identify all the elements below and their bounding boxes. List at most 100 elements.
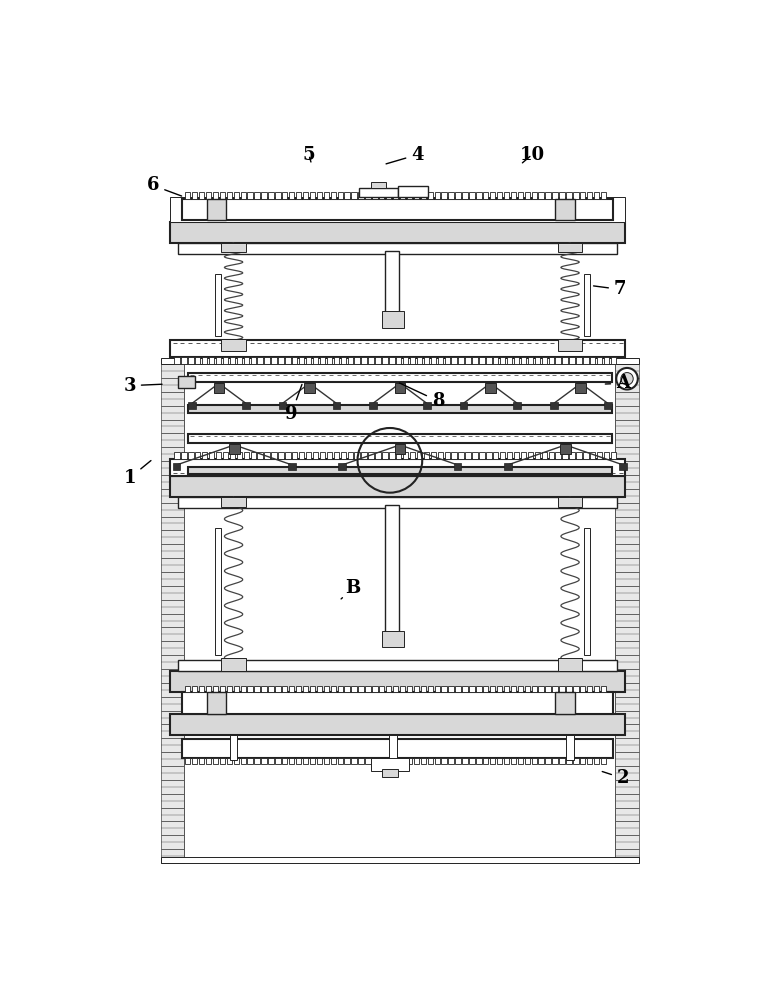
Bar bbox=[559, 686, 565, 692]
Bar bbox=[616, 447, 639, 461]
Text: 5: 5 bbox=[302, 146, 315, 164]
Bar bbox=[161, 627, 185, 641]
Bar bbox=[372, 758, 378, 764]
Bar bbox=[616, 655, 639, 669]
Bar bbox=[539, 686, 544, 692]
Bar bbox=[347, 452, 353, 459]
Bar bbox=[616, 530, 639, 544]
Bar bbox=[303, 686, 308, 692]
Bar bbox=[269, 758, 274, 764]
Bar bbox=[261, 192, 267, 199]
Bar bbox=[398, 186, 428, 197]
Bar bbox=[611, 357, 617, 364]
Bar bbox=[161, 738, 185, 752]
Bar bbox=[233, 192, 239, 199]
Bar bbox=[317, 758, 322, 764]
Bar bbox=[161, 849, 185, 863]
Bar bbox=[403, 357, 408, 364]
Bar bbox=[161, 586, 185, 600]
Bar bbox=[352, 758, 357, 764]
Bar bbox=[423, 402, 430, 409]
Bar bbox=[233, 686, 239, 692]
Bar bbox=[616, 641, 639, 655]
Bar bbox=[178, 497, 617, 508]
Bar bbox=[161, 364, 185, 378]
Bar bbox=[206, 686, 211, 692]
Bar bbox=[438, 452, 443, 459]
Bar bbox=[227, 686, 232, 692]
Bar bbox=[243, 452, 249, 459]
Bar bbox=[250, 452, 256, 459]
Bar bbox=[616, 794, 639, 808]
Bar bbox=[182, 452, 187, 459]
Bar bbox=[247, 758, 253, 764]
Bar bbox=[185, 686, 191, 692]
Bar bbox=[337, 758, 343, 764]
Bar bbox=[490, 192, 495, 199]
Bar bbox=[500, 357, 505, 364]
Bar bbox=[285, 452, 291, 459]
Bar bbox=[278, 452, 284, 459]
Bar bbox=[584, 274, 590, 336]
Bar bbox=[476, 192, 481, 199]
Bar bbox=[230, 735, 237, 760]
Bar bbox=[573, 758, 578, 764]
Bar bbox=[382, 631, 404, 647]
Bar bbox=[220, 758, 225, 764]
Bar bbox=[330, 686, 336, 692]
Bar bbox=[427, 686, 433, 692]
Bar bbox=[604, 402, 612, 409]
Bar bbox=[355, 452, 360, 459]
Bar bbox=[292, 452, 298, 459]
Bar bbox=[389, 452, 394, 459]
Bar bbox=[521, 357, 526, 364]
Bar bbox=[616, 503, 639, 517]
Bar bbox=[257, 452, 262, 459]
Bar bbox=[161, 655, 185, 669]
Bar bbox=[372, 192, 378, 199]
Bar bbox=[182, 692, 613, 714]
Bar bbox=[528, 357, 533, 364]
Bar bbox=[462, 192, 468, 199]
Bar bbox=[161, 697, 185, 711]
Bar bbox=[195, 357, 201, 364]
Bar bbox=[435, 758, 440, 764]
Bar bbox=[616, 378, 639, 392]
Bar bbox=[337, 686, 343, 692]
Bar bbox=[465, 357, 471, 364]
Bar bbox=[213, 758, 218, 764]
Bar bbox=[583, 452, 588, 459]
Bar bbox=[161, 835, 185, 849]
Bar bbox=[427, 758, 433, 764]
Bar bbox=[237, 452, 242, 459]
Bar bbox=[303, 192, 308, 199]
Bar bbox=[278, 357, 284, 364]
Bar bbox=[247, 686, 253, 692]
Bar bbox=[192, 686, 198, 692]
Bar bbox=[594, 192, 599, 199]
Bar bbox=[558, 243, 582, 252]
Bar bbox=[382, 769, 398, 777]
Bar bbox=[386, 686, 391, 692]
Bar bbox=[161, 358, 639, 364]
Bar bbox=[185, 192, 191, 199]
Bar bbox=[562, 357, 568, 364]
Bar bbox=[250, 357, 256, 364]
Bar bbox=[215, 274, 221, 336]
Text: 6: 6 bbox=[146, 176, 182, 196]
Bar bbox=[264, 452, 270, 459]
Bar bbox=[616, 697, 639, 711]
Text: 8: 8 bbox=[399, 383, 444, 410]
Bar bbox=[616, 461, 639, 475]
Bar bbox=[161, 378, 185, 392]
Bar bbox=[221, 497, 246, 507]
Bar bbox=[594, 758, 599, 764]
Bar bbox=[161, 433, 185, 447]
Bar bbox=[340, 452, 346, 459]
Bar bbox=[359, 686, 364, 692]
Bar bbox=[549, 357, 554, 364]
Bar bbox=[330, 758, 336, 764]
Bar bbox=[206, 192, 211, 199]
Bar bbox=[430, 452, 436, 459]
Bar bbox=[510, 686, 516, 692]
